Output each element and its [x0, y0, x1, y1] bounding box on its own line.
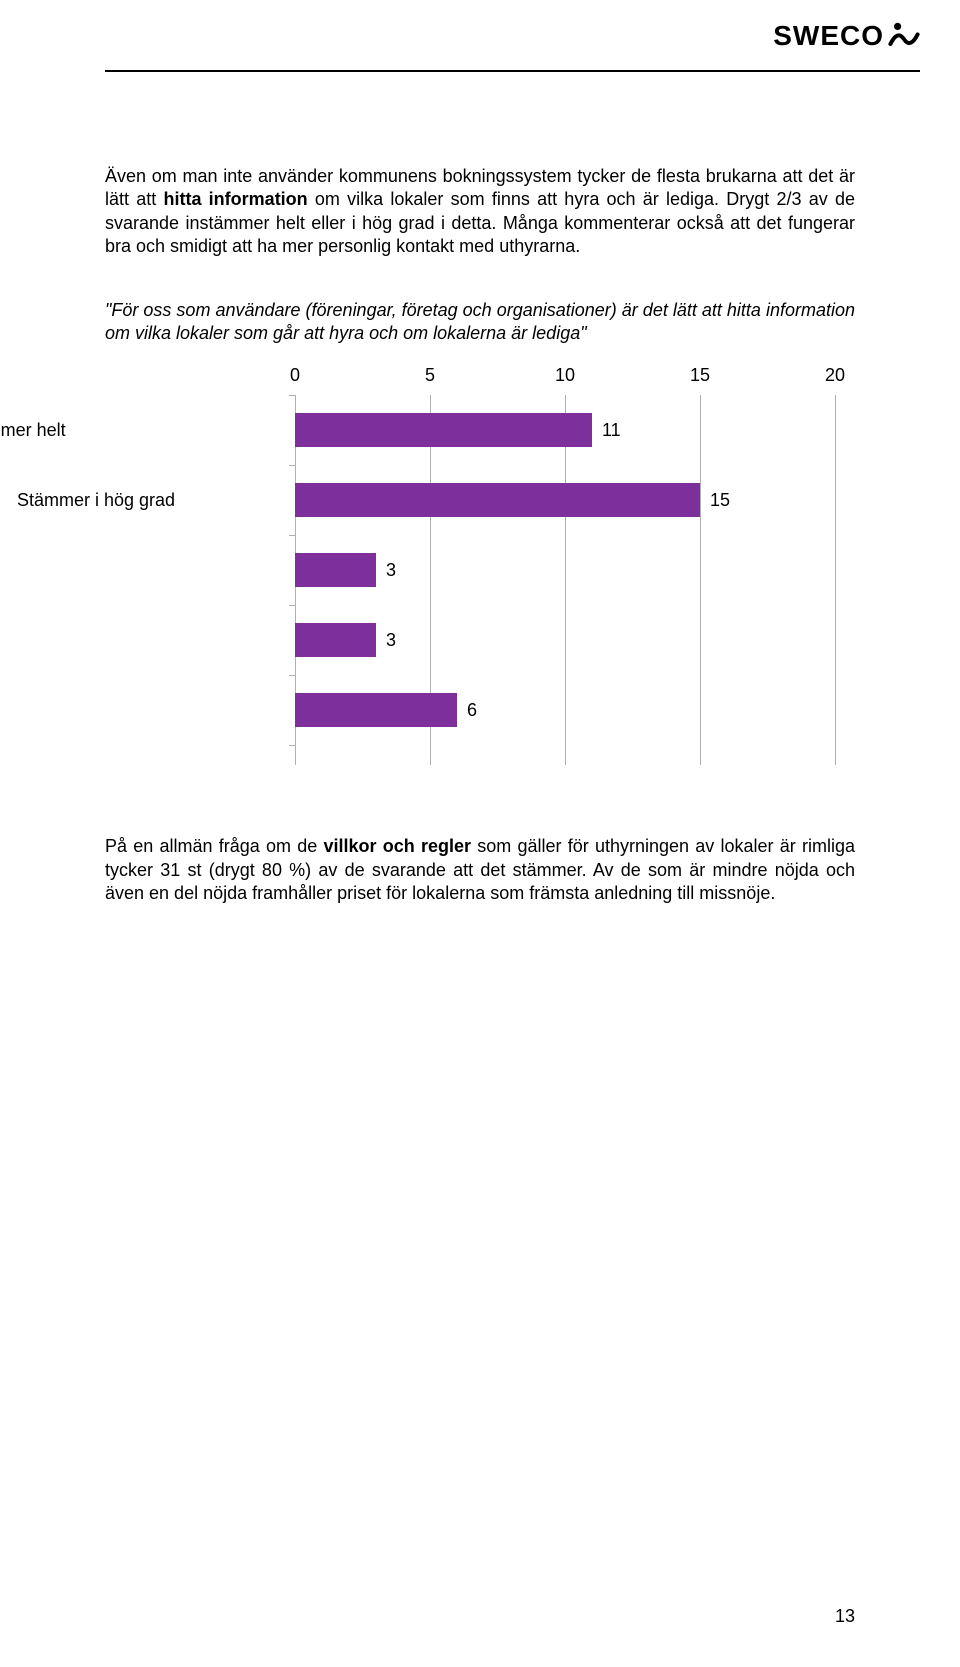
category-tick: [289, 745, 295, 746]
gridline: [565, 395, 566, 765]
bar-value-label: 3: [386, 630, 396, 651]
bar-row: Stämmer i liten grad3: [295, 553, 396, 587]
header-rule: [105, 70, 920, 72]
page-header: SWECO: [0, 0, 960, 90]
bar-row: Vet ej6: [295, 693, 477, 727]
page-number: 13: [835, 1606, 855, 1627]
sweco-logo-icon: [888, 20, 920, 52]
bar-category-label: Stämmer helt: [0, 420, 66, 441]
paragraph-1: Även om man inte använder kommunens bokn…: [105, 165, 855, 259]
chart-caption: "För oss som användare (föreningar, före…: [105, 299, 855, 346]
category-tick: [289, 675, 295, 676]
category-tick: [289, 465, 295, 466]
x-tick-label: 15: [690, 365, 710, 386]
gridline: [835, 395, 836, 765]
bar-category-label: Stämmer i hög grad: [0, 490, 175, 511]
bar: [295, 623, 376, 657]
bar: [295, 413, 592, 447]
paragraph-2: På en allmän fråga om de villkor och reg…: [105, 835, 855, 905]
bar: [295, 693, 457, 727]
paragraph-2-bold: villkor och regler: [324, 836, 472, 856]
bar-row: Stämmer helt11: [295, 413, 621, 447]
paragraph-1-bold: hitta information: [163, 189, 307, 209]
bar: [295, 553, 376, 587]
bar-chart: 0 5 10 15 20 Stämmer helt11 Stämmer i hög grad…: [105, 355, 855, 775]
bar: [295, 483, 700, 517]
bar-value-label: 11: [602, 420, 621, 441]
x-tick-label: 0: [290, 365, 300, 386]
x-tick-label: 20: [825, 365, 845, 386]
page-content: Även om man inte använder kommunens bokn…: [105, 165, 855, 930]
x-tick-label: 5: [425, 365, 435, 386]
chart-plot-area: 05101520Stämmer helt11Stämmer i hög grad…: [295, 355, 835, 775]
bar-value-label: 15: [710, 490, 730, 511]
x-tick-label: 10: [555, 365, 575, 386]
category-tick: [289, 605, 295, 606]
bar-value-label: 6: [467, 700, 477, 721]
gridline: [700, 395, 701, 765]
category-tick: [289, 395, 295, 396]
bar-value-label: 3: [386, 560, 396, 581]
bar-row: Stämmer i hög grad15: [295, 483, 730, 517]
logo-text: SWECO: [773, 20, 884, 52]
sweco-logo: SWECO: [773, 20, 920, 52]
bar-row: Stämmer inte alls3: [295, 623, 396, 657]
category-tick: [289, 535, 295, 536]
paragraph-2-a: På en allmän fråga om de: [105, 836, 324, 856]
